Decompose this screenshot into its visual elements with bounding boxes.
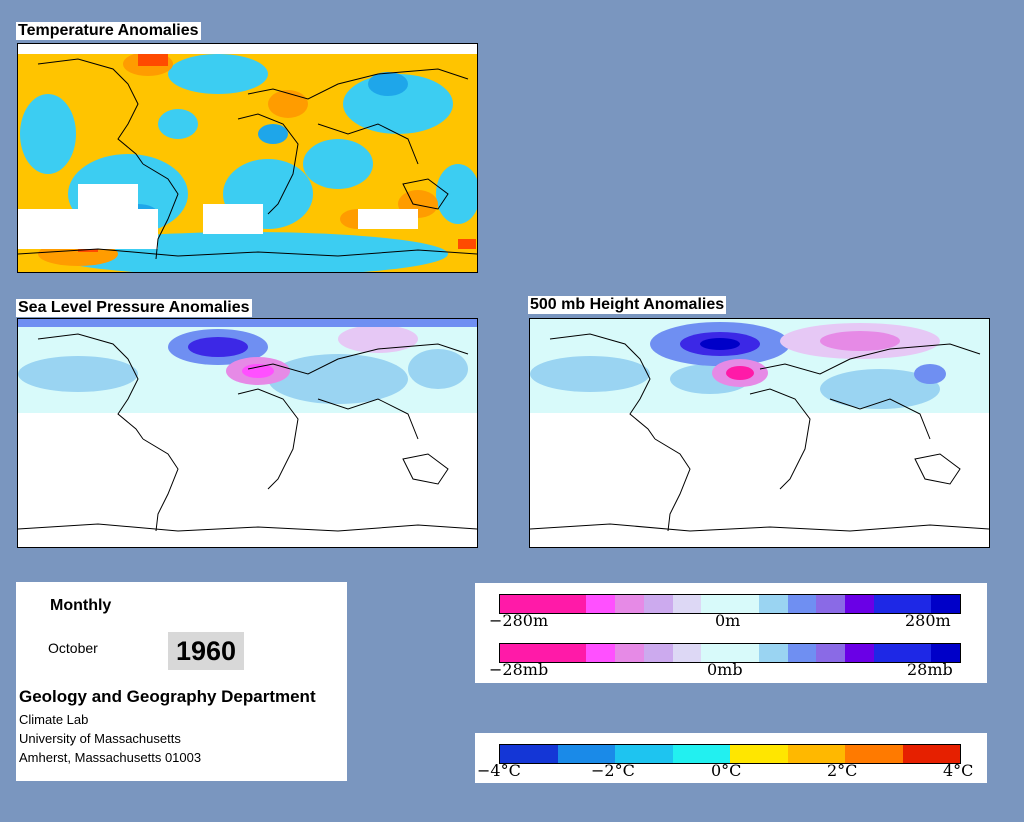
height-color-segment: [758, 595, 788, 613]
height500-map-title: 500 mb Height Anomalies: [528, 296, 727, 314]
address-label: Amherst, Massachusetts 01003: [19, 750, 202, 765]
height-color-segment: [902, 595, 932, 613]
temperature-color-segment: [845, 745, 903, 763]
slp-map-title: Sea Level Pressure Anomalies: [16, 299, 252, 317]
pressure-color-segment: [730, 644, 759, 662]
temperature-color-segment: [787, 745, 845, 763]
pressure-color-segment: [845, 644, 874, 662]
department-label: Geology and Geography Department: [19, 687, 316, 706]
height-color-segment: [528, 595, 558, 613]
pressure-color-segment: [643, 644, 673, 662]
pressure-scale-max: 28mb: [907, 660, 953, 679]
height-color-segment: [730, 595, 759, 613]
temperature-map: [17, 43, 478, 273]
period-label: Monthly: [50, 597, 112, 614]
temperature-color-bar: [499, 744, 961, 764]
temp-scale-pos4: 4°C: [943, 761, 974, 780]
height-color-segment: [615, 595, 644, 613]
temperature-map-title: Temperature Anomalies: [16, 22, 201, 40]
height-color-segment: [931, 595, 960, 613]
pressure-color-segment: [701, 644, 730, 662]
pressure-color-segment: [672, 644, 702, 662]
month-label: October: [48, 640, 98, 656]
pressure-color-bar: [499, 643, 961, 663]
info-panel: Monthly October 1960 Geology and Geograp…: [16, 582, 347, 781]
pressure-color-segment: [931, 644, 960, 662]
height-color-segment: [787, 595, 817, 613]
pressure-scale-mid: 0mb: [707, 660, 743, 679]
temp-scale-neg2: −2°C: [591, 761, 635, 780]
height-color-segment: [672, 595, 702, 613]
height-scale-max: 280m: [905, 611, 951, 630]
pressure-color-segment: [586, 644, 615, 662]
temp-scale-zero: 0°C: [711, 761, 742, 780]
height-color-segment: [845, 595, 874, 613]
pressure-color-segment: [873, 644, 903, 662]
temperature-color-segment: [615, 745, 673, 763]
pressure-color-segment: [902, 644, 932, 662]
height-color-segment: [816, 595, 845, 613]
temperature-legend-panel: −4°C −2°C 0°C 2°C 4°C: [475, 733, 987, 783]
anomaly-legend-panel: −280m 0m 280m −28mb 0mb 28mb: [475, 583, 987, 683]
height500-map: [529, 318, 990, 548]
temperature-color-segment: [500, 745, 558, 763]
temperature-color-segment: [730, 745, 788, 763]
height-color-segment: [557, 595, 587, 613]
temperature-color-segment: [902, 745, 960, 763]
year-label: 1960: [168, 632, 244, 670]
temperature-color-segment: [557, 745, 615, 763]
pressure-color-segment: [500, 644, 529, 662]
temp-scale-neg4: −4°C: [477, 761, 521, 780]
pressure-color-segment: [557, 644, 587, 662]
height-color-segment: [586, 595, 615, 613]
height-color-bar: [499, 594, 961, 614]
lab-label: Climate Lab: [19, 712, 89, 727]
pressure-color-segment: [758, 644, 788, 662]
height-color-segment: [500, 595, 529, 613]
height-scale-min: −280m: [489, 611, 549, 630]
height-color-segment: [873, 595, 903, 613]
university-label: University of Massachusetts: [19, 731, 181, 746]
pressure-color-segment: [528, 644, 558, 662]
height-color-segment: [701, 595, 730, 613]
pressure-color-segment: [787, 644, 817, 662]
temp-scale-pos2: 2°C: [827, 761, 858, 780]
pressure-color-segment: [615, 644, 644, 662]
height-color-segment: [643, 595, 673, 613]
pressure-scale-min: −28mb: [489, 660, 549, 679]
pressure-color-segment: [816, 644, 845, 662]
temperature-color-segment: [672, 745, 730, 763]
height-scale-mid: 0m: [715, 611, 741, 630]
slp-map: [17, 318, 478, 548]
